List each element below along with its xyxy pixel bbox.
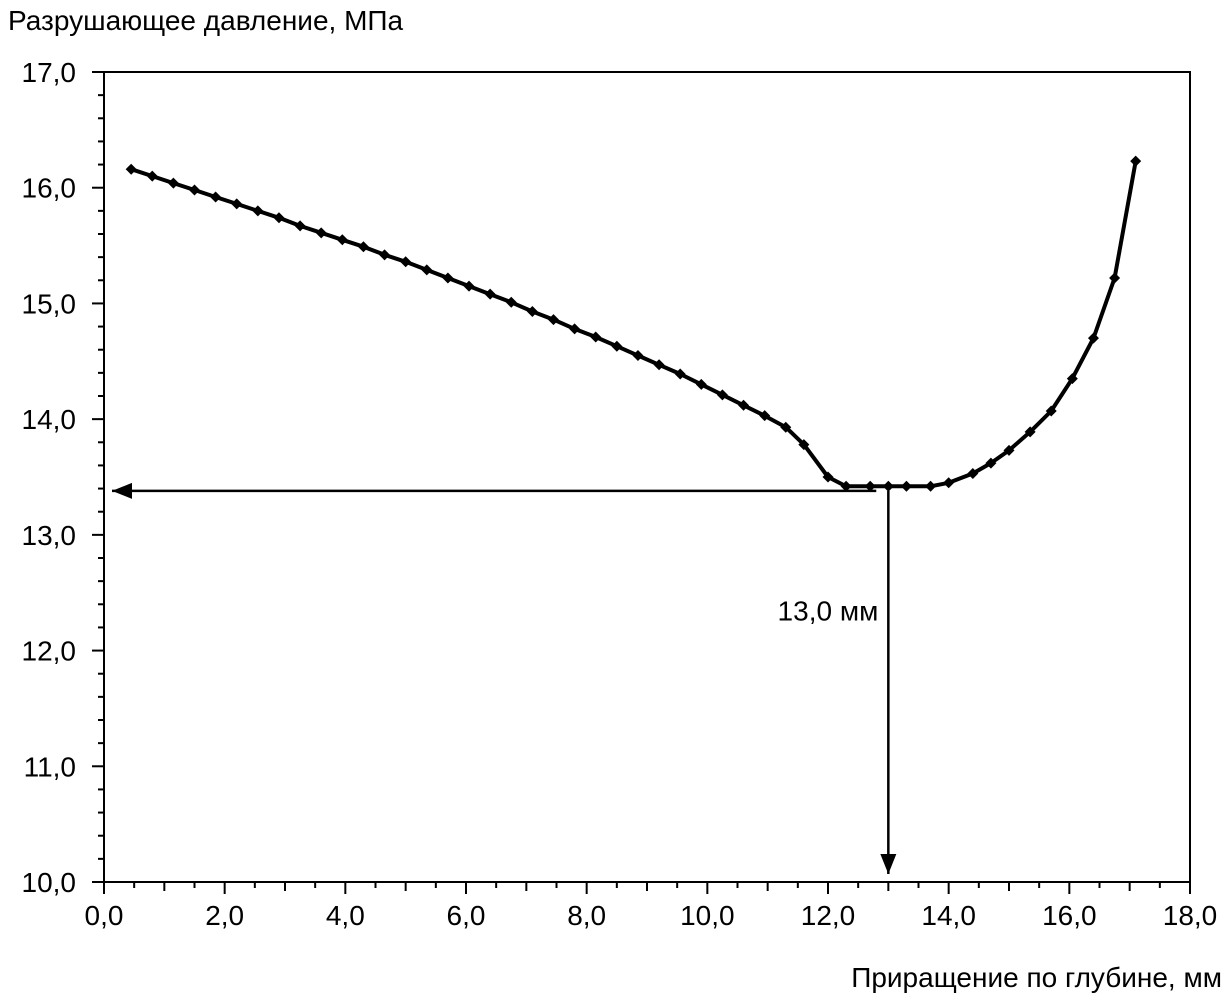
x-tick-label: 8,0: [567, 900, 606, 931]
y-tick-label: 11,0: [24, 751, 76, 782]
data-point: [1087, 332, 1099, 344]
data-point: [611, 340, 623, 352]
data-point: [336, 234, 348, 246]
data-point: [463, 280, 475, 292]
data-point: [315, 227, 327, 239]
data-point: [569, 323, 581, 335]
y-tick-label: 13,0: [22, 520, 77, 551]
data-point: [1003, 444, 1015, 456]
x-tick-label: 0,0: [85, 900, 124, 931]
data-point: [442, 272, 454, 284]
data-point: [125, 163, 137, 175]
data-point: [798, 439, 810, 451]
data-point: [882, 480, 894, 492]
data-point: [840, 480, 852, 492]
data-point: [294, 220, 306, 232]
data-point: [864, 480, 876, 492]
data-point: [1045, 405, 1057, 417]
y-axis-ticks: [92, 71, 104, 883]
annotation-label: 13,0 мм: [778, 595, 879, 626]
data-point: [632, 350, 644, 361]
data-point: [357, 241, 369, 253]
x-tick-label: 6,0: [447, 900, 486, 931]
data-point: [943, 477, 955, 489]
x-tick-label: 14,0: [921, 900, 976, 931]
data-point: [822, 471, 834, 483]
data-point: [421, 264, 433, 276]
data-point: [925, 480, 937, 492]
data-point: [1130, 155, 1142, 167]
data-point: [547, 314, 559, 326]
x-tick-label: 16,0: [1042, 900, 1097, 931]
data-point: [146, 170, 158, 182]
series-line: [130, 160, 1138, 489]
x-tick-label: 10,0: [680, 900, 735, 931]
y-axis-title: Разрушающее давление, МПа: [8, 5, 404, 36]
data-point: [759, 410, 771, 422]
data-point: [967, 468, 979, 480]
y-tick-label: 14,0: [22, 404, 77, 435]
data-point: [674, 368, 686, 380]
plot-frame: [103, 71, 1191, 883]
data-point: [379, 249, 391, 261]
data-point: [167, 177, 179, 189]
series-markers: [125, 155, 1142, 492]
x-tick-label: 4,0: [326, 900, 365, 931]
data-point: [1109, 272, 1121, 284]
data-point: [590, 331, 602, 343]
y-tick-label: 17,0: [22, 57, 77, 88]
x-tick-label: 18,0: [1163, 900, 1218, 931]
data-point: [484, 288, 496, 300]
data-point: [653, 359, 665, 371]
x-tick-label: 2,0: [205, 900, 244, 931]
data-point: [505, 296, 517, 308]
data-point: [716, 389, 728, 401]
data-point: [400, 256, 412, 268]
data-point: [252, 205, 264, 217]
data-point: [1024, 426, 1036, 438]
data-point: [738, 399, 750, 411]
data-point: [900, 480, 912, 492]
data-point: [695, 378, 707, 390]
data-point: [210, 191, 222, 203]
x-axis-tick-labels: 0,0 2,0 4,0 6,0 8,0 10,0 12,0 14,0 16,0 18,0: [85, 900, 1218, 931]
data-point: [231, 198, 243, 210]
data-point: [1066, 373, 1078, 385]
data-point: [780, 421, 792, 433]
y-tick-label: 15,0: [22, 288, 77, 319]
minimum-annotation: [112, 482, 897, 874]
data-point: [189, 184, 200, 196]
y-tick-label: 12,0: [22, 636, 77, 667]
x-axis-title: Приращение по глубине, мм: [851, 962, 1222, 993]
y-axis-tick-labels: 10,0 11,0 12,0 13,0 14,0 15,0 16,0 17,0: [22, 57, 77, 898]
x-axis-ticks: [103, 882, 1191, 894]
x-tick-label: 12,0: [801, 900, 856, 931]
data-point: [273, 212, 285, 224]
data-point: [526, 306, 538, 318]
data-point: [985, 457, 997, 469]
y-tick-label: 10,0: [22, 867, 77, 898]
y-tick-label: 16,0: [22, 173, 77, 204]
